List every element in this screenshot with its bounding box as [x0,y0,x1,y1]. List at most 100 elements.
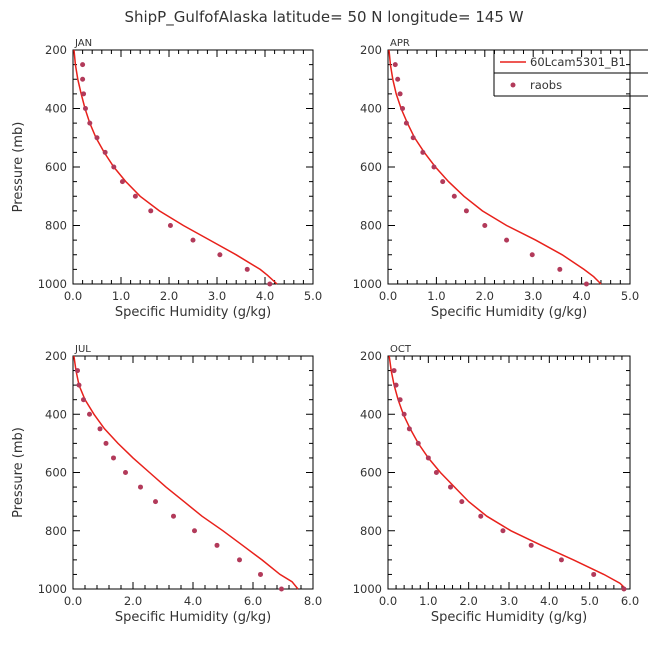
x-tick-label: 0.0 [64,594,82,608]
x-tick-label: 5.0 [304,289,322,303]
raobs-marker [425,455,431,461]
plot-frame [387,49,631,285]
x-tick-label: 1.0 [419,594,437,608]
y-tick-label: 200 [45,349,67,363]
x-tick-label: 0.0 [379,289,397,303]
legend-entry-model: 60Lcam5301_B1 [530,55,626,69]
panel-oct: 0.0 1.0 2.0 3.0 4.0 5.0 6.0 200 400 600 800 1000 OCT… [353,344,639,625]
raobs-marker [403,120,409,126]
x-tick-label: 5.0 [581,594,599,608]
raobs-marker [621,586,627,592]
x-axis-label: Specific Humidity (g/kg) [431,610,587,625]
raobs-marker [192,528,197,534]
raobs-marker [558,557,564,563]
raobs-marker [500,528,506,534]
x-tick-label: 0.0 [64,289,82,303]
y-tick-label: 1000 [38,277,67,291]
raobs-marker [393,382,399,388]
x-tick-label: 8.0 [304,594,322,608]
x-tick-label: 4.0 [256,289,274,303]
raobs-marker [214,542,220,548]
plot-frame [387,355,631,590]
raobs-marker [397,91,403,97]
raobs-marker [448,484,454,490]
raobs-marker [81,91,87,97]
x-tick-label: 2.0 [124,594,142,608]
raobs-marker [97,426,103,432]
raobs-marker [440,179,446,185]
raobs-marker [583,281,589,287]
raobs-marker [459,499,465,505]
panel-label: OCT [390,344,412,355]
x-tick-label: 0.0 [379,594,397,608]
raobs-marker [138,484,143,490]
raobs-marker [478,513,484,519]
panel-label: JUL [74,344,91,355]
raobs-marker [482,223,488,228]
series-line-model [388,355,627,590]
panel-label: APR [390,38,410,49]
y-tick-label: 800 [45,219,67,233]
raobs-marker [103,440,109,446]
raobs-marker [171,513,176,519]
raobs-marker [76,382,82,388]
raobs-marker [167,223,173,228]
y-tick-label: 800 [360,524,382,538]
raobs-marker [528,542,534,548]
raobs-marker [433,470,439,475]
raobs-marker [267,281,273,287]
raobs-marker [463,208,469,214]
y-tick-label: 200 [45,43,67,57]
y-tick-label: 800 [360,219,382,233]
x-tick-label: 6.0 [244,594,262,608]
raobs-marker [400,106,406,111]
x-axis-label: Specific Humidity (g/kg) [115,305,271,320]
x-tick-label: 3.0 [524,289,542,303]
y-tick-label: 400 [360,102,382,116]
raobs-marker [102,149,108,155]
x-tick-label: 2.0 [476,289,494,303]
raobs-marker [557,266,563,272]
raobs-marker [80,76,86,82]
raobs-marker [391,368,397,374]
y-tick-label: 1000 [353,277,382,291]
y-tick-label: 600 [360,160,382,174]
raobs-marker [132,193,138,199]
y-tick-label: 600 [45,160,67,174]
raobs-marker [397,397,403,403]
raobs-marker [529,252,535,258]
y-tick-label: 800 [45,524,67,538]
raobs-marker [123,470,128,475]
y-tick-label: 400 [45,407,67,421]
raobs-marker [217,252,223,258]
y-tick-label: 400 [360,407,382,421]
series-line-model [73,355,299,590]
y-tick-label: 600 [45,466,67,480]
y-tick-label: 200 [360,43,382,57]
plot-frame [72,355,314,590]
raobs-marker [431,164,437,170]
raobs-marker [258,571,263,577]
y-tick-label: 200 [360,349,382,363]
x-tick-label: 1.0 [112,289,130,303]
x-tick-label: 4.0 [572,289,590,303]
legend-entry-raobs: raobs [530,78,562,92]
x-tick-label: 2.0 [160,289,178,303]
raobs-marker [75,368,80,374]
x-axis-label: Specific Humidity (g/kg) [431,305,587,320]
y-tick-label: 1000 [353,582,382,596]
y-tick-label: 600 [360,466,382,480]
raobs-marker [190,237,196,243]
y-tick-label: 400 [45,102,67,116]
raobs-marker [87,411,92,417]
raobs-marker [244,266,250,272]
series-line-model [388,49,602,285]
raobs-marker [591,571,597,577]
y-tick-label: 1000 [38,582,67,596]
x-tick-label: 4.0 [184,594,202,608]
x-axis-label: Specific Humidity (g/kg) [115,610,271,625]
raobs-marker [82,106,88,111]
raobs-marker [410,135,416,141]
